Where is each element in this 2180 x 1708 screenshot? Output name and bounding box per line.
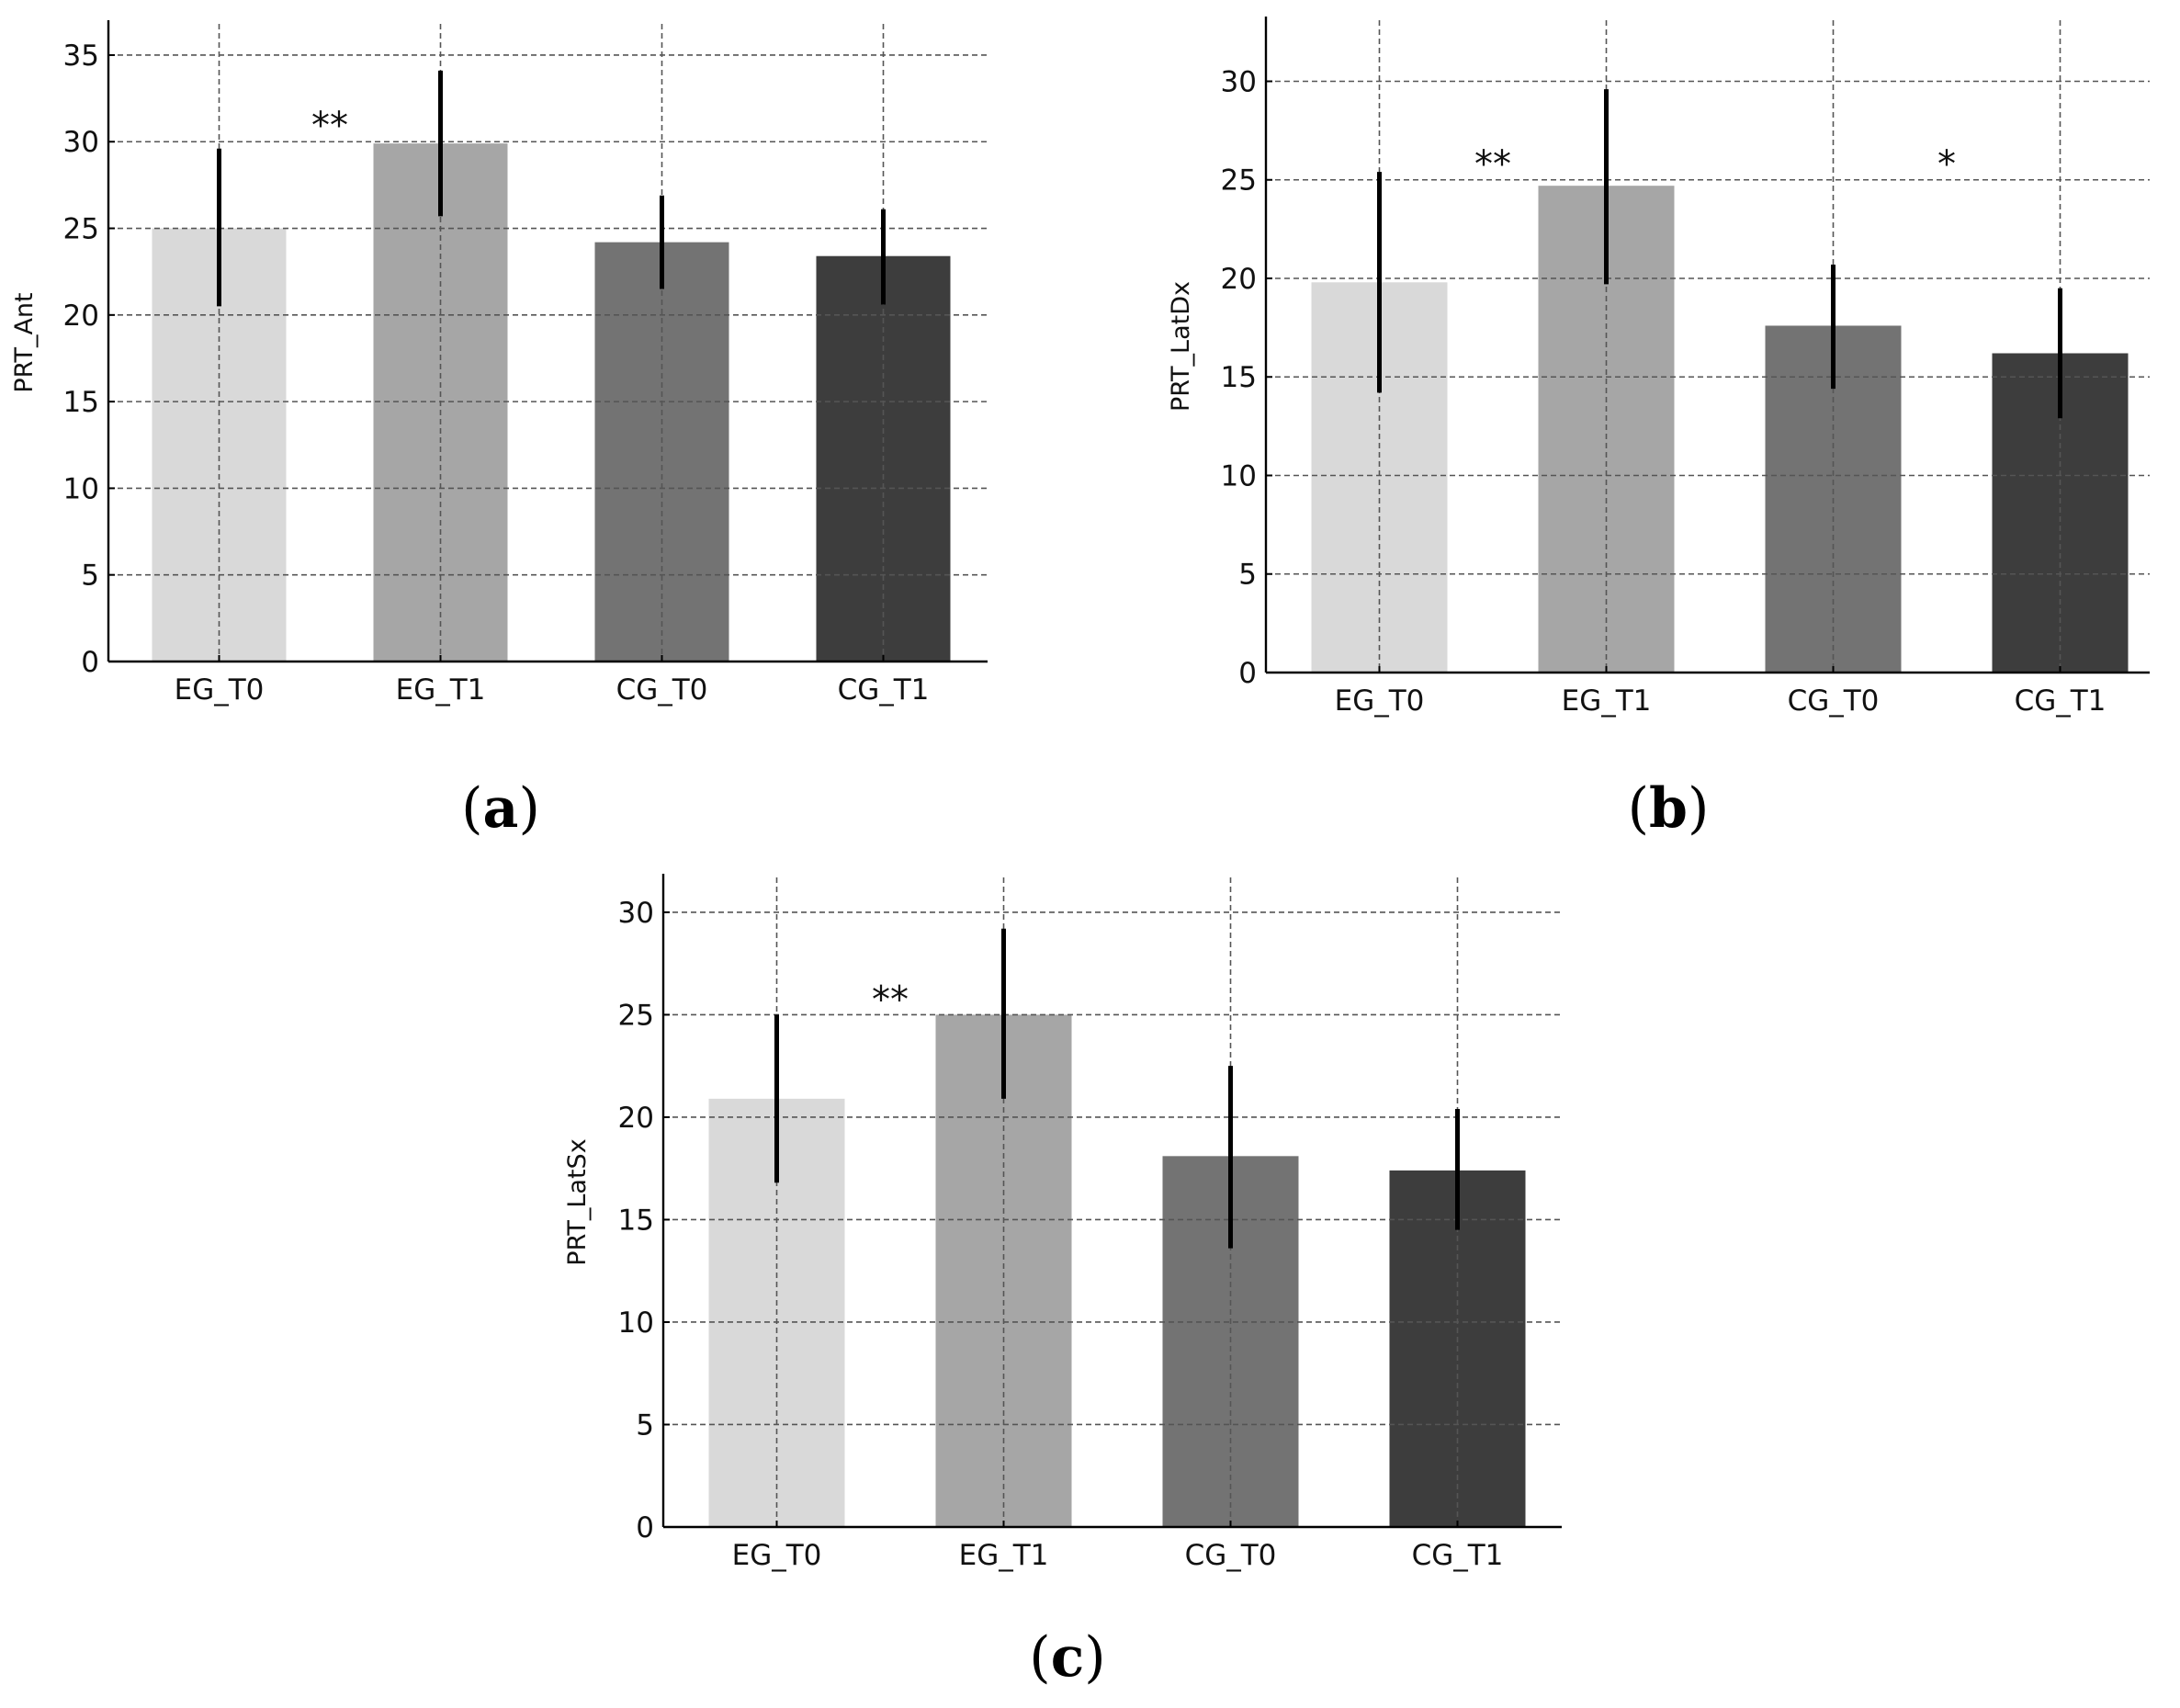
y-tick-label: 5 [81, 560, 99, 593]
y-axis-title: PRT_LatDx [1167, 281, 1195, 412]
y-tick-label: 5 [1238, 559, 1257, 592]
y-tick-label: 5 [636, 1408, 654, 1442]
panel-b-chart: 0 5 10 15 20 25 30 EG_T0 EG_T1 CG_T0 CG_T1 PRT_LatD… [1167, 17, 2150, 718]
x-tick-label: EG_T0 [1335, 684, 1425, 718]
x-tick-label: CG_T1 [838, 673, 930, 707]
y-tick-label: 35 [63, 40, 99, 73]
y-tick-label: 10 [1221, 459, 1257, 492]
y-tick-label: 25 [618, 999, 654, 1032]
panel-c-caption: (c) [1029, 1625, 1105, 1690]
x-tick-label: EG_T0 [732, 1539, 822, 1572]
x-tick-label: EG_T1 [1562, 684, 1652, 718]
x-tick-label: CG_T1 [2015, 684, 2107, 718]
y-tick-label: 25 [63, 213, 99, 246]
y-tick-label: 10 [618, 1306, 654, 1340]
panel-a-caption-letter: a [483, 776, 519, 841]
y-tick-label: 20 [618, 1102, 654, 1135]
significance-marker: ** [872, 979, 909, 1022]
y-axis-title: PRT_LatSx [563, 1138, 592, 1265]
x-tick-label: EG_T1 [396, 673, 486, 707]
panel-a-caption: (a) [461, 776, 540, 841]
panel-b-caption: (b) [1628, 776, 1710, 841]
y-tick-label: 30 [618, 897, 654, 930]
x-tick-label: CG_T0 [1185, 1539, 1277, 1572]
panel-c-chart: 0 5 10 15 20 25 30 EG_T0 EG_T1 CG_T0 CG_T1 PRT_LatS… [563, 874, 1562, 1572]
y-tick-label: 25 [1221, 164, 1257, 198]
y-tick-label: 30 [1221, 65, 1257, 98]
y-tick-label: 30 [63, 126, 99, 159]
x-tick-label: CG_T0 [616, 673, 708, 707]
panel-c-caption-letter: c [1051, 1625, 1085, 1690]
x-tick-label: CG_T1 [1412, 1539, 1504, 1572]
panel-a-chart: 0 5 10 15 20 25 30 35 EG_T0 EG_T1 CG_T0 CG_T1 PRT_An… [10, 20, 988, 707]
significance-marker: ** [1474, 143, 1511, 186]
y-tick-label: 0 [81, 646, 99, 679]
y-tick-label: 10 [63, 472, 99, 505]
x-tick-label: EG_T0 [175, 673, 265, 707]
y-tick-label: 15 [1221, 361, 1257, 394]
y-tick-label: 0 [636, 1511, 654, 1544]
significance-marker: ** [311, 105, 348, 147]
y-axis-title: PRT_Ant [10, 292, 39, 392]
y-tick-label: 20 [1221, 263, 1257, 296]
x-tick-label: EG_T1 [959, 1539, 1049, 1572]
panel-b-caption-letter: b [1649, 776, 1688, 841]
y-tick-label: 15 [63, 386, 99, 419]
y-tick-label: 20 [63, 300, 99, 333]
significance-marker: * [1937, 143, 1956, 186]
y-tick-label: 15 [618, 1204, 654, 1237]
y-tick-label: 0 [1238, 657, 1257, 690]
x-tick-label: CG_T0 [1788, 684, 1880, 718]
